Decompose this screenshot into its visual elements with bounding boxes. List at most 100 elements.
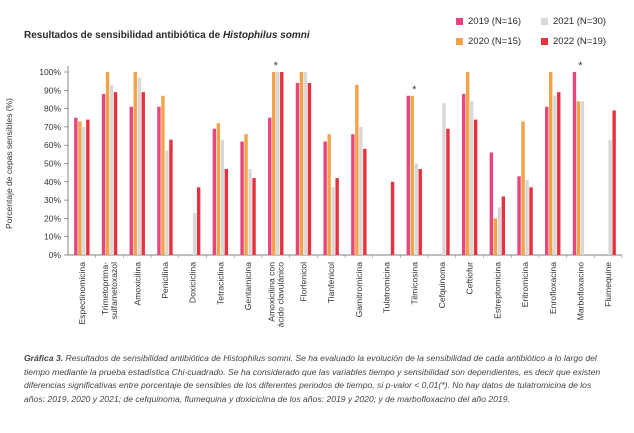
bar [572,72,577,255]
bar [216,123,221,256]
bar [414,163,418,255]
bar [517,176,521,255]
bar [612,110,616,256]
bar [169,139,173,255]
bar [331,187,335,255]
bar-chart: Porcentaje de cepas sensibles (%) 0% 10% 20… [4,60,623,327]
bar [501,196,506,255]
figure-caption: Gráfica 3. Resultados de sensibilidad an… [24,352,614,406]
bar [280,72,284,255]
y-tick-label: 80% [44,104,61,114]
bar [406,95,410,255]
bar [489,152,494,255]
chart-title: Resultados de sensibilidad antibiótica d… [24,30,310,41]
legend-item-2021: 2021 (N=30) [541,16,606,27]
legend-item-2020: 2020 (N=15) [456,36,521,47]
x-tick-label: Amoxicilina [132,262,142,306]
x-tick-label: Trimetoprima-sulfametoxazol [100,262,119,319]
bar [465,72,470,255]
bar [608,139,612,255]
x-tick-label: Doxiciclina [188,262,198,303]
significance-marker: * [578,60,583,72]
legend-item-2022: 2022 (N=19) [541,36,606,47]
bar [299,72,304,255]
bar [410,95,414,255]
x-tick-label: Gentamicina [243,262,253,310]
bar [390,181,395,255]
bar [549,72,553,255]
legend-swatch-2020 [456,38,463,45]
legend-label-2021: 2021 (N=30) [553,16,607,27]
bar [133,72,137,255]
significance-marker: * [412,84,417,96]
bar [141,92,145,255]
bar [105,72,110,255]
x-tick-label: Penicilina [160,262,170,299]
y-tick-label: 60% [44,140,61,150]
y-axis-label: Porcentaje de cepas sensibles (%) [4,98,14,229]
bar [473,119,478,255]
legend-label-2019: 2019 (N=16) [468,16,522,27]
caption-text: Resultados de sensibilidad antibiótica d… [24,353,601,404]
bar [165,150,169,255]
bar [272,72,276,255]
bar [220,139,225,255]
x-tick-label: Marbofloxacino [575,262,585,320]
bar [307,82,312,255]
caption-lead: Gráfica 3. [24,353,64,363]
bar [576,101,581,255]
y-tick-label: 70% [44,122,61,132]
bar [212,128,217,255]
y-tick-label: 50% [44,159,61,169]
bar [78,121,82,255]
bar [521,121,525,255]
bar [493,218,498,255]
bar [359,126,363,256]
bar [74,117,78,255]
bar [86,119,90,255]
bar [469,101,474,255]
x-tick-label: Flumequine [603,262,613,307]
bar [363,148,367,255]
bar [335,178,339,255]
bar [248,168,252,255]
y-tick-label: 40% [44,177,61,187]
bar [113,92,118,255]
bar [418,168,422,255]
bar [240,141,244,255]
bar [442,103,446,255]
y-tick-label: 20% [44,213,61,223]
legend-swatch-2021 [541,18,548,25]
x-tick-label: Tulatromicina [382,262,392,313]
chart-title-text: Resultados de sensibilidad antibiótica d… [24,30,221,41]
bar [529,187,533,255]
bar [303,72,308,255]
bar [351,134,355,255]
bar [446,128,450,255]
chart-title-species: Histophilus somni [222,30,310,41]
x-tick-label: Espectinomicina [77,262,87,325]
x-tick-label: Ceftiofur [465,262,475,295]
bar [244,134,248,255]
y-tick-label: 0% [49,250,62,260]
x-tick-label: Tilmicosina [409,262,419,305]
y-tick-label: 100% [39,67,61,77]
legend-label-2020: 2020 (N=15) [468,36,522,47]
y-tick-label: 30% [44,195,61,205]
bar [553,95,557,255]
bar [101,93,106,256]
bar [82,126,86,256]
bar [157,106,161,256]
bar [355,84,359,255]
x-tick-label: Cefquinoma [437,262,447,309]
bar [323,141,327,255]
bar [109,84,114,255]
bar [252,178,256,255]
y-tick-label: 90% [44,85,61,95]
bar [129,106,133,256]
bar [327,134,331,255]
bar [580,101,585,255]
bar [545,106,549,256]
legend-swatch-2022 [541,38,548,45]
